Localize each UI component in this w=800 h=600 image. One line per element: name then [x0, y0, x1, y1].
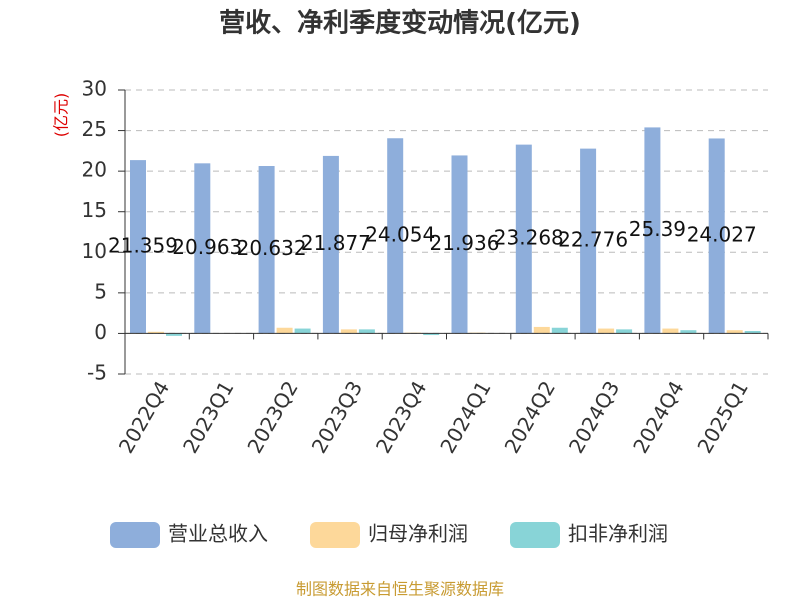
y-tick-label: 25 [82, 117, 107, 141]
source-note: 制图数据来自恒生聚源数据库 [296, 580, 504, 599]
bar [148, 331, 164, 334]
y-tick-label: 0 [94, 320, 107, 344]
chart-title: 营收、净利季度变动情况(亿元) [219, 8, 581, 39]
x-tick-label: 2025Q1 [692, 377, 752, 458]
data-label: 21.359 [108, 233, 178, 257]
bar [744, 330, 761, 334]
y-tick-label: -5 [87, 361, 107, 385]
bar [551, 327, 568, 334]
legend-swatch [310, 522, 360, 548]
y-tick-label: 5 [94, 279, 107, 303]
x-tick-label: 2023Q1 [178, 377, 238, 458]
legend-label: 营业总收入 [168, 522, 268, 546]
bar [580, 148, 597, 334]
bar [130, 160, 146, 334]
bar [616, 329, 633, 334]
data-label: 21.936 [430, 231, 500, 255]
data-label: 24.027 [687, 222, 757, 246]
bar [533, 326, 550, 334]
data-label: 20.963 [172, 235, 242, 259]
bar [294, 328, 311, 334]
bar [680, 330, 697, 334]
legend-label: 扣非净利润 [568, 522, 668, 546]
y-tick-label: 15 [82, 198, 107, 222]
bar [340, 329, 357, 334]
legend-label: 归母净利润 [368, 522, 468, 546]
x-tick-label: 2024Q4 [628, 377, 688, 458]
data-label: 23.268 [494, 226, 564, 250]
x-tick-label: 2023Q3 [307, 377, 367, 458]
bar [708, 138, 725, 334]
legend-swatch [510, 522, 560, 548]
bar [423, 333, 440, 336]
bar [166, 333, 182, 336]
bar [662, 328, 679, 334]
bar [358, 329, 375, 334]
data-label: 21.877 [301, 231, 371, 255]
x-tick-label: 2024Q1 [435, 377, 495, 458]
y-tick-label: 20 [82, 158, 107, 182]
bar [644, 127, 661, 334]
bar [726, 330, 743, 334]
bar [258, 166, 275, 334]
x-tick-label: 2024Q2 [500, 377, 560, 458]
y-tick-label: 10 [82, 239, 107, 263]
data-label: 20.632 [237, 236, 307, 260]
x-tick-label: 2022Q4 [114, 377, 174, 458]
bar [598, 328, 615, 334]
bar [451, 155, 468, 334]
data-label: 22.776 [558, 228, 628, 252]
x-tick-label: 2023Q4 [371, 377, 431, 458]
legend-swatch [110, 522, 160, 548]
data-label: 24.054 [365, 222, 435, 246]
y-tick-label: 30 [82, 77, 107, 101]
bar [276, 327, 293, 334]
data-label: 25.39 [629, 217, 686, 241]
y-axis-label: (亿元) [52, 93, 71, 138]
x-tick-label: 2024Q3 [564, 377, 624, 458]
bar [322, 155, 339, 334]
bar [194, 163, 211, 334]
bar [515, 144, 532, 334]
x-tick-label: 2023Q2 [242, 377, 302, 458]
bar [387, 138, 404, 334]
